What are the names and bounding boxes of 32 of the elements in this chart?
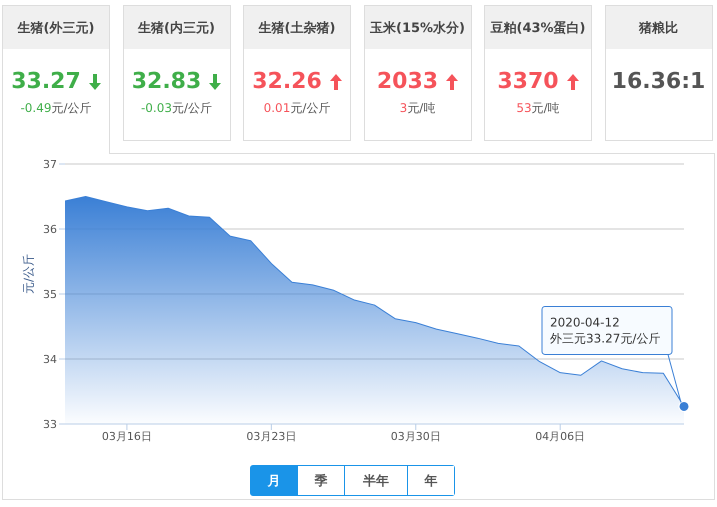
text: 月 xyxy=(251,466,297,495)
text: 33.27 xyxy=(11,69,81,94)
text: 豆粕(43%蛋白) xyxy=(485,6,591,49)
text: 32.26 xyxy=(252,69,322,94)
x-tick-label: 03月23日 xyxy=(246,430,296,443)
y-tick-label: 33 xyxy=(43,418,57,431)
x-tick-label: 04月06日 xyxy=(535,430,586,443)
text: -0.03元/公斤 xyxy=(140,100,214,117)
text: 年 xyxy=(407,466,454,495)
y-axis-title: 元/公斤 xyxy=(21,254,36,294)
y-tick-label: 37 xyxy=(43,158,57,171)
y-tick-label: 35 xyxy=(43,288,57,301)
x-tick-label: 03月30日 xyxy=(390,430,441,443)
text: 2033 xyxy=(376,69,438,94)
x-tick-label: 03月16日 xyxy=(102,430,152,443)
text: 3370 xyxy=(497,69,559,94)
text: 玉米(15%水分) xyxy=(364,6,470,49)
text: 季 xyxy=(297,466,344,495)
annotation: 2020-04-12 外三元33.27元/公斤 xyxy=(550,315,660,346)
text: 0.01元/公斤 xyxy=(262,100,332,117)
text: 猪粮比 xyxy=(606,6,712,49)
text: 半年 xyxy=(344,466,407,495)
text: 53元/吨 xyxy=(515,100,561,117)
text: 16.36:1 xyxy=(612,69,706,94)
y-tick-label: 34 xyxy=(43,352,57,366)
text: -0.49元/公斤 xyxy=(19,100,93,117)
y-tick-label: 36 xyxy=(43,222,57,236)
text: 3元/吨 xyxy=(398,100,436,117)
text: 生猪(土杂猪) xyxy=(244,6,350,49)
text: 生猪(内三元) xyxy=(124,6,230,49)
text: 生猪(外三元) xyxy=(3,6,109,49)
text: 32.83 xyxy=(132,69,202,94)
